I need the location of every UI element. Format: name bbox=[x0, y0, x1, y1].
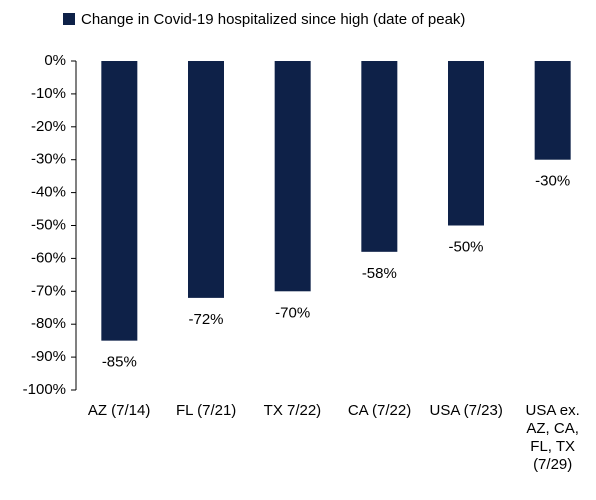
bar bbox=[101, 61, 138, 341]
legend-label: Change in Covid-19 hospitalized since hi… bbox=[81, 11, 465, 28]
y-tick-label: -10% bbox=[31, 85, 66, 102]
y-tick-label: -30% bbox=[31, 151, 66, 168]
bar bbox=[448, 61, 484, 226]
legend-swatch bbox=[63, 13, 75, 25]
y-tick-label: -50% bbox=[31, 216, 66, 233]
bar bbox=[274, 61, 311, 292]
x-tick-label: CA (7/22) bbox=[347, 402, 412, 419]
x-tick-label: AZ (7/14) bbox=[87, 402, 151, 419]
x-tick-label: USA (7/23) bbox=[429, 402, 503, 419]
y-tick-label: -20% bbox=[31, 118, 66, 135]
data-label: -85% bbox=[102, 354, 137, 371]
y-tick-label: -100% bbox=[23, 381, 66, 398]
data-label: -70% bbox=[275, 304, 310, 321]
y-tick-label: -90% bbox=[31, 348, 66, 365]
y-tick-label: -40% bbox=[31, 184, 66, 201]
bar bbox=[361, 61, 398, 252]
data-label: -50% bbox=[448, 238, 483, 255]
y-tick-label: -60% bbox=[31, 249, 66, 266]
data-label: -30% bbox=[535, 173, 570, 190]
y-tick-label: 0% bbox=[44, 52, 66, 69]
x-tick-label: TX 7/22) bbox=[263, 402, 322, 419]
x-tick-label: USA ex. AZ, CA, FL, TX (7/29) bbox=[525, 402, 580, 473]
y-tick-label: -70% bbox=[31, 282, 66, 299]
x-tick-label: FL (7/21) bbox=[176, 402, 237, 419]
y-tick-label: -80% bbox=[31, 315, 66, 332]
data-label: -58% bbox=[362, 265, 397, 282]
bar bbox=[534, 61, 571, 160]
data-label: -72% bbox=[188, 311, 223, 328]
bar bbox=[188, 61, 224, 298]
